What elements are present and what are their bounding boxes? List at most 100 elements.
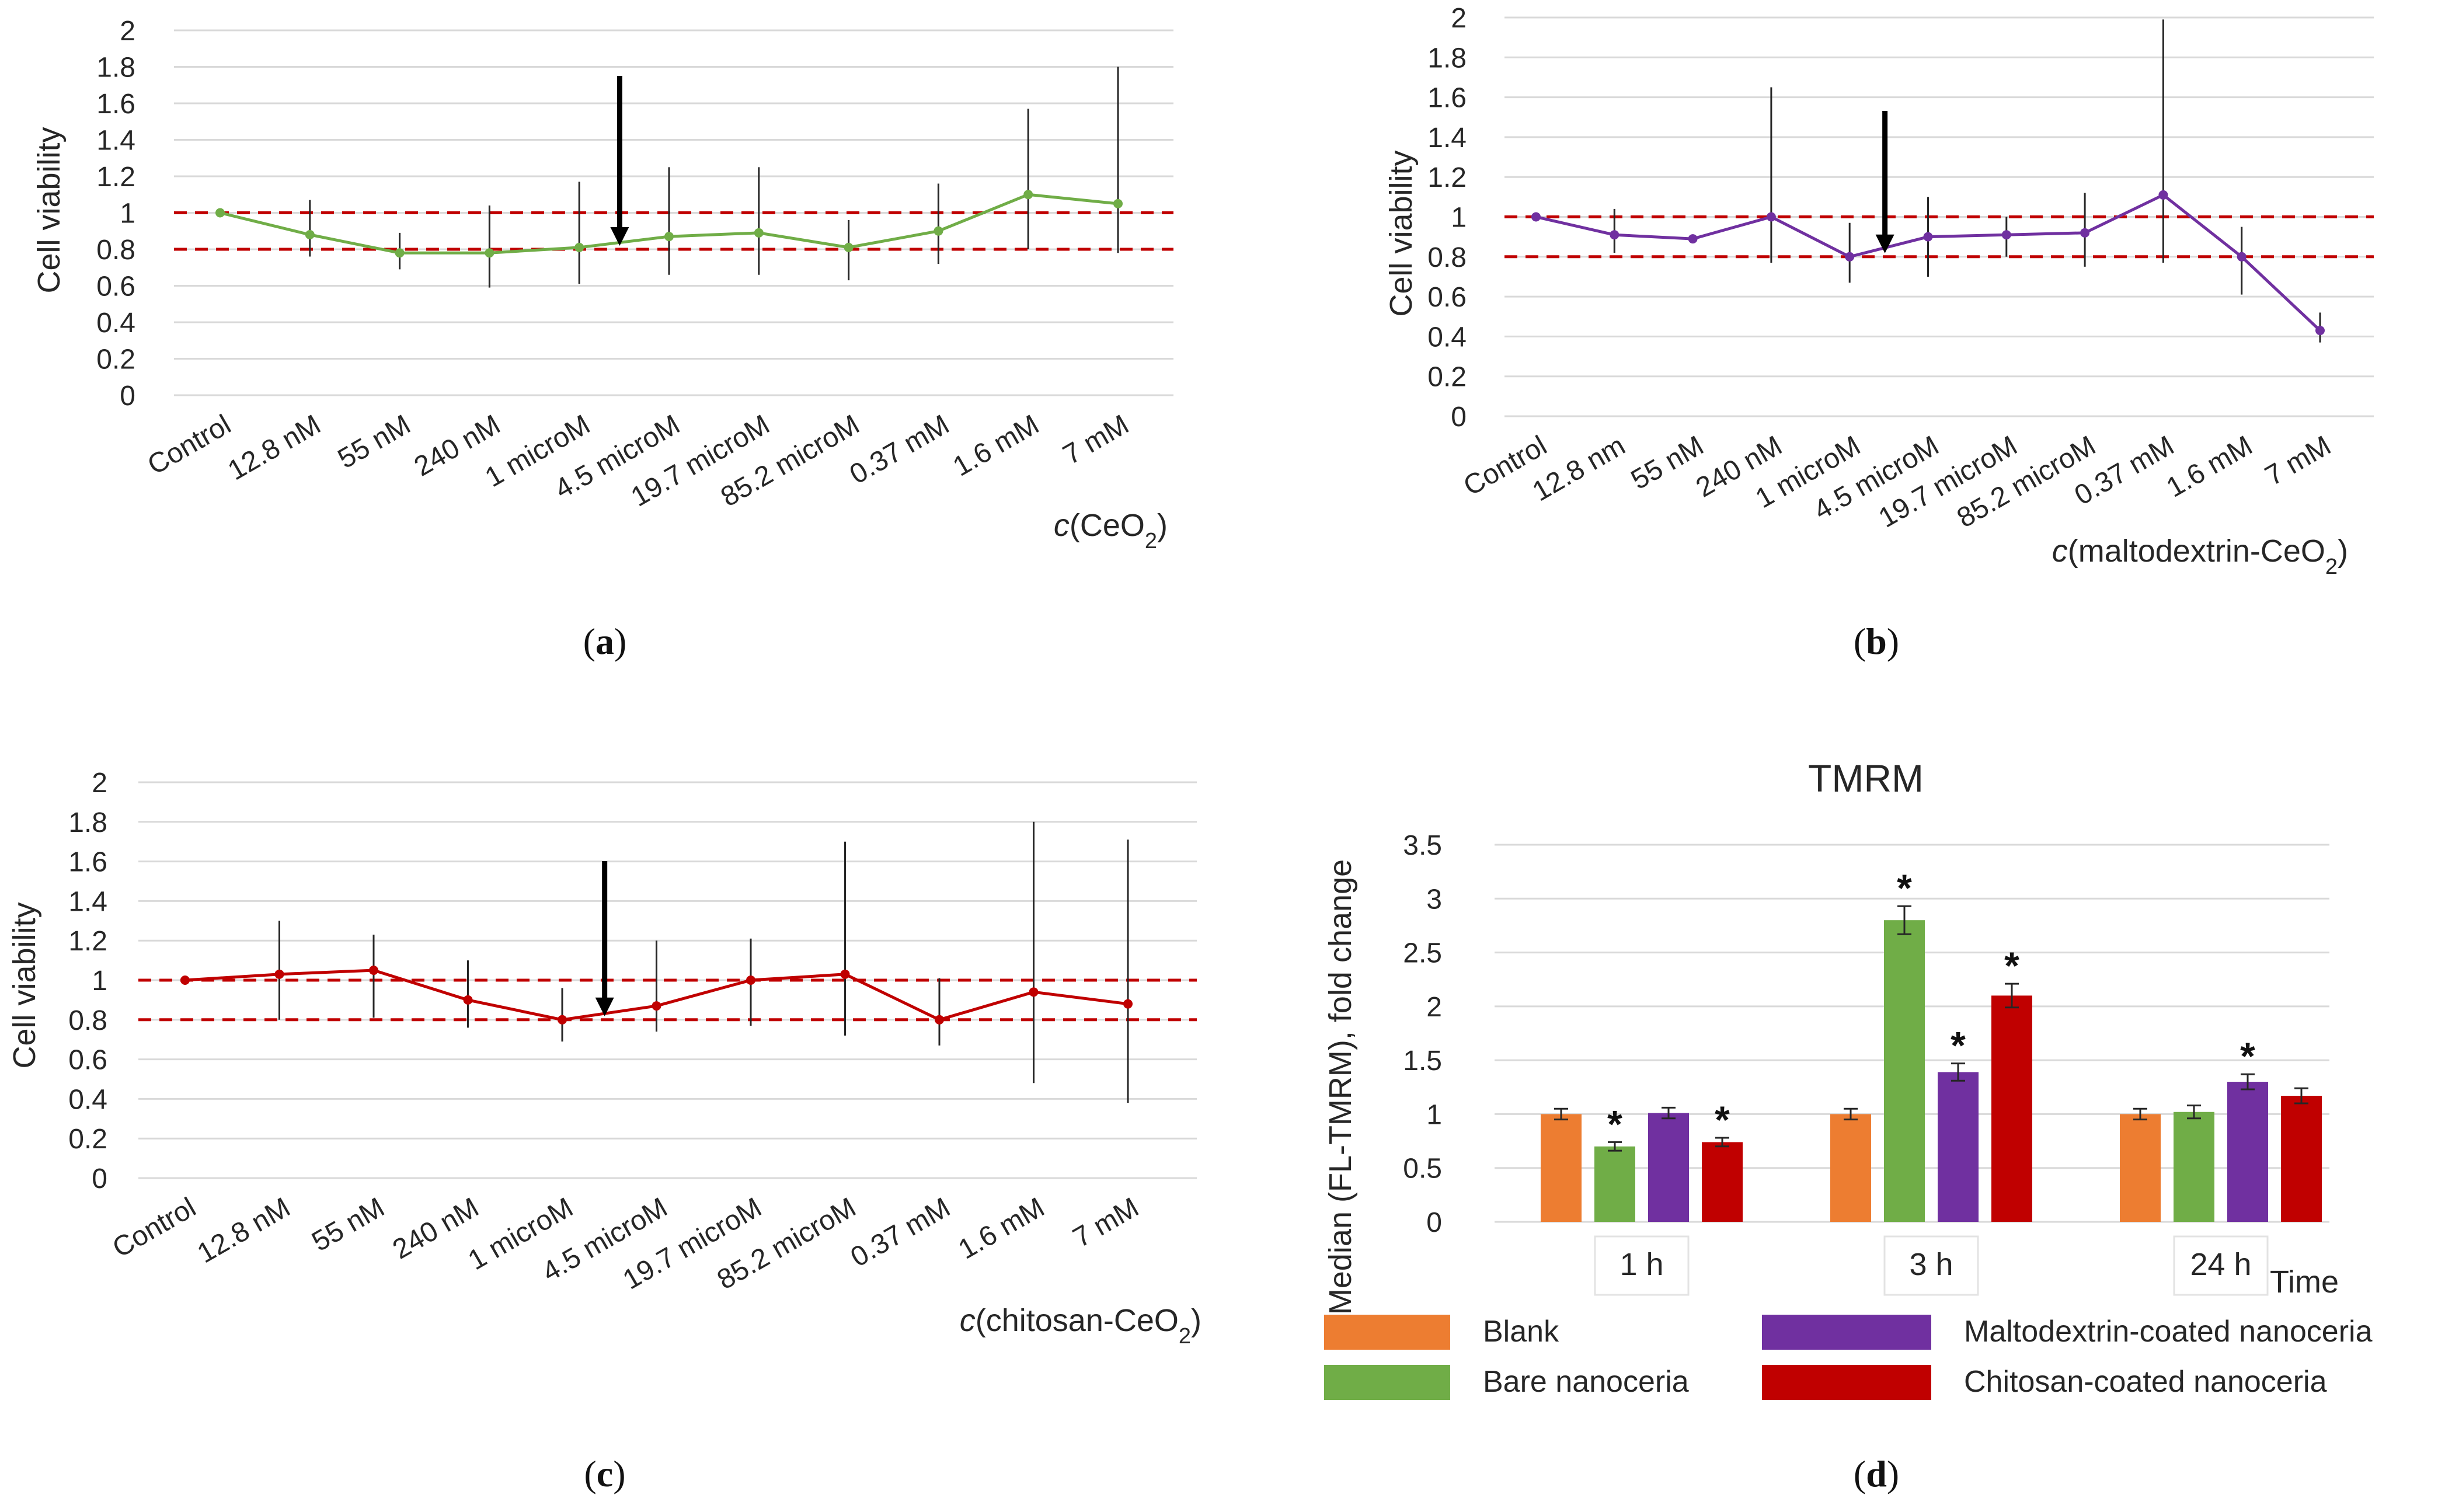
panel-c-error-bars bbox=[278, 821, 1129, 1103]
panel-a-arrow bbox=[610, 76, 629, 246]
y-tick-label: 1.4 bbox=[96, 126, 135, 156]
legend-label: Bare nanoceria bbox=[1483, 1365, 1689, 1399]
y-tick-label: 1.6 bbox=[1427, 83, 1467, 114]
y-tick-label: 1.4 bbox=[1427, 123, 1467, 154]
y-tick-label: 1.2 bbox=[1427, 162, 1467, 193]
data-point bbox=[369, 966, 378, 976]
x-tick-label: 1 h bbox=[1619, 1247, 1663, 1282]
y-tick-label: 1.6 bbox=[96, 89, 135, 120]
x-tick-box bbox=[1883, 1235, 1979, 1296]
panel-a-error-bars bbox=[309, 67, 1119, 288]
x-tick-label: 7 mM bbox=[1068, 1192, 1144, 1254]
panel-d-x-ticks: 1 h 3 h 24 h bbox=[1594, 1235, 2269, 1296]
data-point bbox=[1688, 234, 1698, 244]
panel-c-y-axis-title: Cell viability bbox=[7, 902, 42, 1068]
x-tick-label: 1.6 mM bbox=[953, 1192, 1050, 1266]
panel-b-y-axis-title: Cell viability bbox=[1384, 150, 1419, 316]
panel-d-significance-marks: * * * * * * bbox=[1607, 866, 2255, 1145]
panel-b-arrow bbox=[1875, 111, 1894, 253]
y-tick-label: 1 bbox=[1426, 1099, 1442, 1130]
y-tick-label: 0 bbox=[92, 1163, 107, 1194]
panel-d-bars bbox=[1541, 920, 2322, 1222]
significance-mark: * bbox=[1897, 866, 1912, 910]
x-tick-label: 12.8 nM bbox=[192, 1192, 295, 1270]
y-tick-label: 1 bbox=[120, 198, 135, 229]
y-tick-label: 0.8 bbox=[1427, 242, 1467, 273]
panel-d-error-bars bbox=[1554, 905, 2308, 1152]
y-tick-label: 0 bbox=[1451, 402, 1467, 433]
legend-label: Maltodextrin-coated nanoceria bbox=[1964, 1315, 2373, 1349]
y-tick-label: 0 bbox=[1426, 1207, 1442, 1238]
panel-a-caption: (a) bbox=[583, 621, 627, 662]
panel-c-line-chart: 0 0.2 0.4 0.6 0.8 1 1.2 1.4 1.6 1.8 2 Control12.8 … bbox=[7, 768, 1201, 1494]
y-tick-label: 0.8 bbox=[96, 235, 135, 266]
y-tick-label: 0.4 bbox=[96, 308, 135, 339]
y-tick-label: 0.2 bbox=[68, 1124, 107, 1155]
panel-c-x-axis-title: c(chitosan-CeO2) bbox=[960, 1303, 1201, 1349]
x-tick-label: 12.8 nM bbox=[223, 409, 326, 487]
x-tick-label: 3 h bbox=[1909, 1247, 1953, 1282]
arrow-head bbox=[1875, 234, 1894, 253]
data-point bbox=[844, 242, 854, 252]
y-tick-label: 3 bbox=[1426, 884, 1442, 915]
x-tick-label: 0.37 mM bbox=[845, 1192, 955, 1273]
y-tick-label: 2 bbox=[1451, 3, 1467, 34]
panel-a-y-axis-title: Cell viability bbox=[32, 127, 67, 293]
y-tick-label: 0.4 bbox=[1427, 322, 1467, 353]
data-point bbox=[1845, 252, 1855, 262]
panel-b-x-axis-title: c(maltodextrin-CeO2) bbox=[2052, 534, 2348, 579]
data-point bbox=[1029, 987, 1039, 997]
arrow-head bbox=[610, 227, 629, 246]
x-tick-label: 55 nM bbox=[307, 1192, 389, 1258]
data-point bbox=[1766, 212, 1776, 222]
y-tick-label: 0.6 bbox=[96, 271, 135, 302]
x-tick-label: 1.6 mM bbox=[2161, 430, 2258, 504]
significance-mark: * bbox=[1607, 1102, 1622, 1145]
panel-c-series bbox=[180, 966, 1133, 1025]
panel-b-caption: (b) bbox=[1854, 621, 1899, 662]
panel-d-y-axis-title: Median (FL-TMRM), fold change bbox=[1323, 859, 1358, 1315]
data-point bbox=[1610, 230, 1619, 240]
data-point bbox=[934, 226, 943, 236]
legend-label: Blank bbox=[1483, 1315, 1559, 1349]
significance-mark: * bbox=[2004, 944, 2019, 987]
panel-c-caption: (c) bbox=[584, 1453, 625, 1494]
y-tick-label: 1.2 bbox=[96, 162, 135, 193]
data-point bbox=[395, 248, 405, 258]
legend-label: Chitosan-coated nanoceria bbox=[1964, 1365, 2327, 1399]
data-point bbox=[652, 1001, 661, 1011]
y-tick-label: 1.8 bbox=[68, 807, 107, 838]
legend-swatch bbox=[1324, 1315, 1450, 1350]
data-point bbox=[1023, 190, 1033, 200]
panel-c-reference-lines bbox=[138, 978, 1197, 1022]
data-point bbox=[1113, 198, 1123, 208]
bar bbox=[1938, 1072, 1979, 1222]
x-tick-label: 24 h bbox=[2190, 1247, 2251, 1282]
bar bbox=[1541, 1114, 1582, 1222]
panel-d-caption: (d) bbox=[1854, 1453, 1899, 1494]
data-point bbox=[2237, 252, 2247, 262]
panel-d-title: TMRM bbox=[1808, 757, 1924, 800]
data-point bbox=[574, 242, 584, 252]
data-point bbox=[840, 969, 850, 979]
data-point bbox=[2315, 326, 2325, 336]
y-tick-label: 0.4 bbox=[68, 1084, 107, 1115]
panel-b-error-bars bbox=[1613, 19, 2321, 343]
panel-c-y-ticks: 0 0.2 0.4 0.6 0.8 1 1.2 1.4 1.6 1.8 2 bbox=[68, 768, 107, 1194]
panel-d-x-axis-title: Time bbox=[2270, 1264, 2339, 1300]
panel-a-gridlines bbox=[174, 29, 1173, 396]
significance-mark: * bbox=[2240, 1034, 2255, 1078]
legend-swatch bbox=[1762, 1365, 1931, 1400]
data-point bbox=[274, 969, 284, 979]
data-point bbox=[2080, 228, 2090, 238]
panel-b-y-ticks: 0 0.2 0.4 0.6 0.8 1 1.2 1.4 1.6 1.8 2 bbox=[1427, 3, 1467, 433]
x-tick-box bbox=[2173, 1235, 2269, 1296]
data-point bbox=[935, 1015, 944, 1025]
significance-mark: * bbox=[1715, 1098, 1730, 1141]
data-point bbox=[305, 230, 315, 239]
panel-a-line-chart: 0 0.2 0.4 0.6 0.8 1 1.2 1.4 1.6 1.8 2 Control12.8 … bbox=[32, 16, 1173, 662]
y-tick-label: 1.5 bbox=[1403, 1046, 1442, 1076]
y-tick-label: 1.4 bbox=[68, 886, 107, 917]
